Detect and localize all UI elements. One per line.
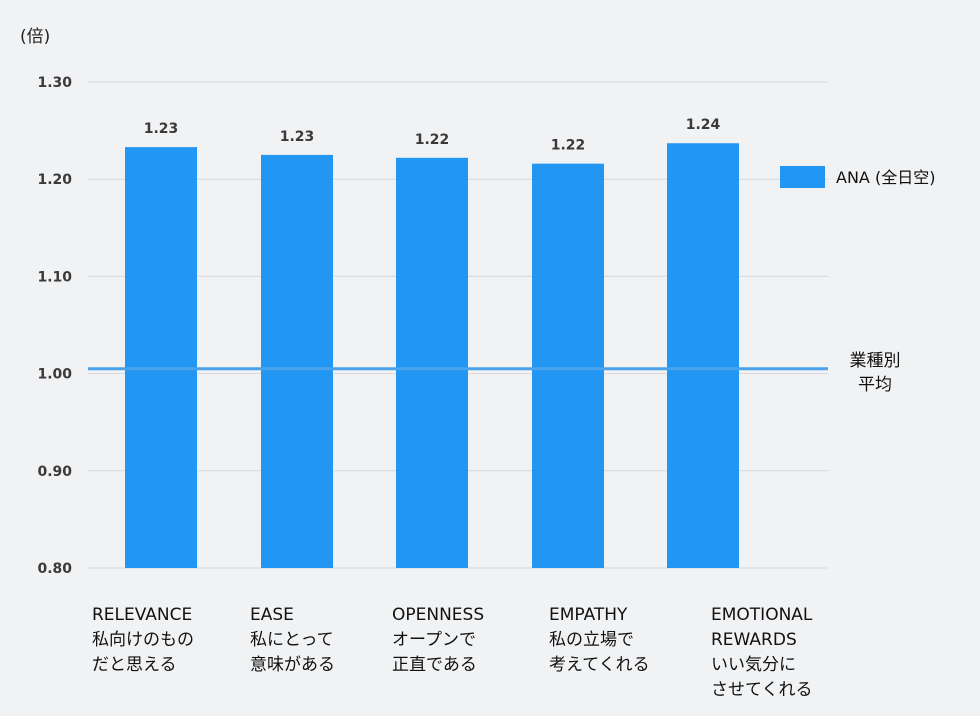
- data-label: 1.23: [144, 121, 179, 137]
- bar: [396, 157, 468, 569]
- reference-line-label: 業種別: [850, 351, 901, 371]
- bar: [667, 143, 739, 568]
- y-tick-label: 1.10: [37, 269, 72, 285]
- y-axis-unit-label: (倍): [20, 27, 50, 47]
- y-axis-ticks: 1.30 1.20 1.10 1.00 0.90 0.80: [37, 75, 72, 577]
- category-label: REWARDS: [711, 630, 797, 650]
- category-label: EASE: [250, 605, 294, 625]
- legend-label: ANA (全日空): [836, 168, 935, 187]
- category-label: EMOTIONAL: [711, 605, 813, 625]
- category-label: 意味がある: [250, 655, 335, 675]
- category-label: OPENNESS: [392, 605, 484, 625]
- bars: [125, 143, 739, 569]
- bar: [125, 147, 197, 568]
- y-tick-label: 1.30: [37, 75, 72, 91]
- category-label: させてくれる: [711, 680, 813, 700]
- category-label: だと思える: [92, 655, 177, 675]
- data-label: 1.23: [280, 129, 315, 145]
- category-label: オープンで: [392, 630, 476, 650]
- data-labels: 1.23 1.23 1.22 1.22 1.24: [144, 117, 721, 153]
- bar: [532, 163, 604, 568]
- reference-line-label: 平均: [858, 375, 892, 395]
- category-label: 私向けのもの: [92, 630, 194, 650]
- y-tick-label: 1.20: [37, 172, 72, 188]
- category-label: 正直である: [392, 655, 477, 675]
- legend: ANA (全日空): [780, 166, 935, 188]
- category-label: 考えてくれる: [549, 655, 650, 675]
- y-tick-label: 0.90: [37, 464, 72, 480]
- category-label: RELEVANCE: [92, 605, 192, 625]
- y-tick-label: 1.00: [37, 367, 72, 383]
- category-label: いい気分に: [711, 655, 796, 675]
- category-label: EMPATHY: [549, 605, 628, 625]
- y-tick-label: 0.80: [37, 561, 72, 577]
- data-label: 1.22: [551, 138, 586, 154]
- legend-swatch: [780, 166, 825, 188]
- data-label: 1.22: [415, 132, 450, 148]
- data-label: 1.24: [686, 117, 721, 133]
- bar: [261, 154, 333, 568]
- category-label: 私の立場で: [549, 630, 634, 650]
- category-label: 私にとって: [250, 630, 334, 650]
